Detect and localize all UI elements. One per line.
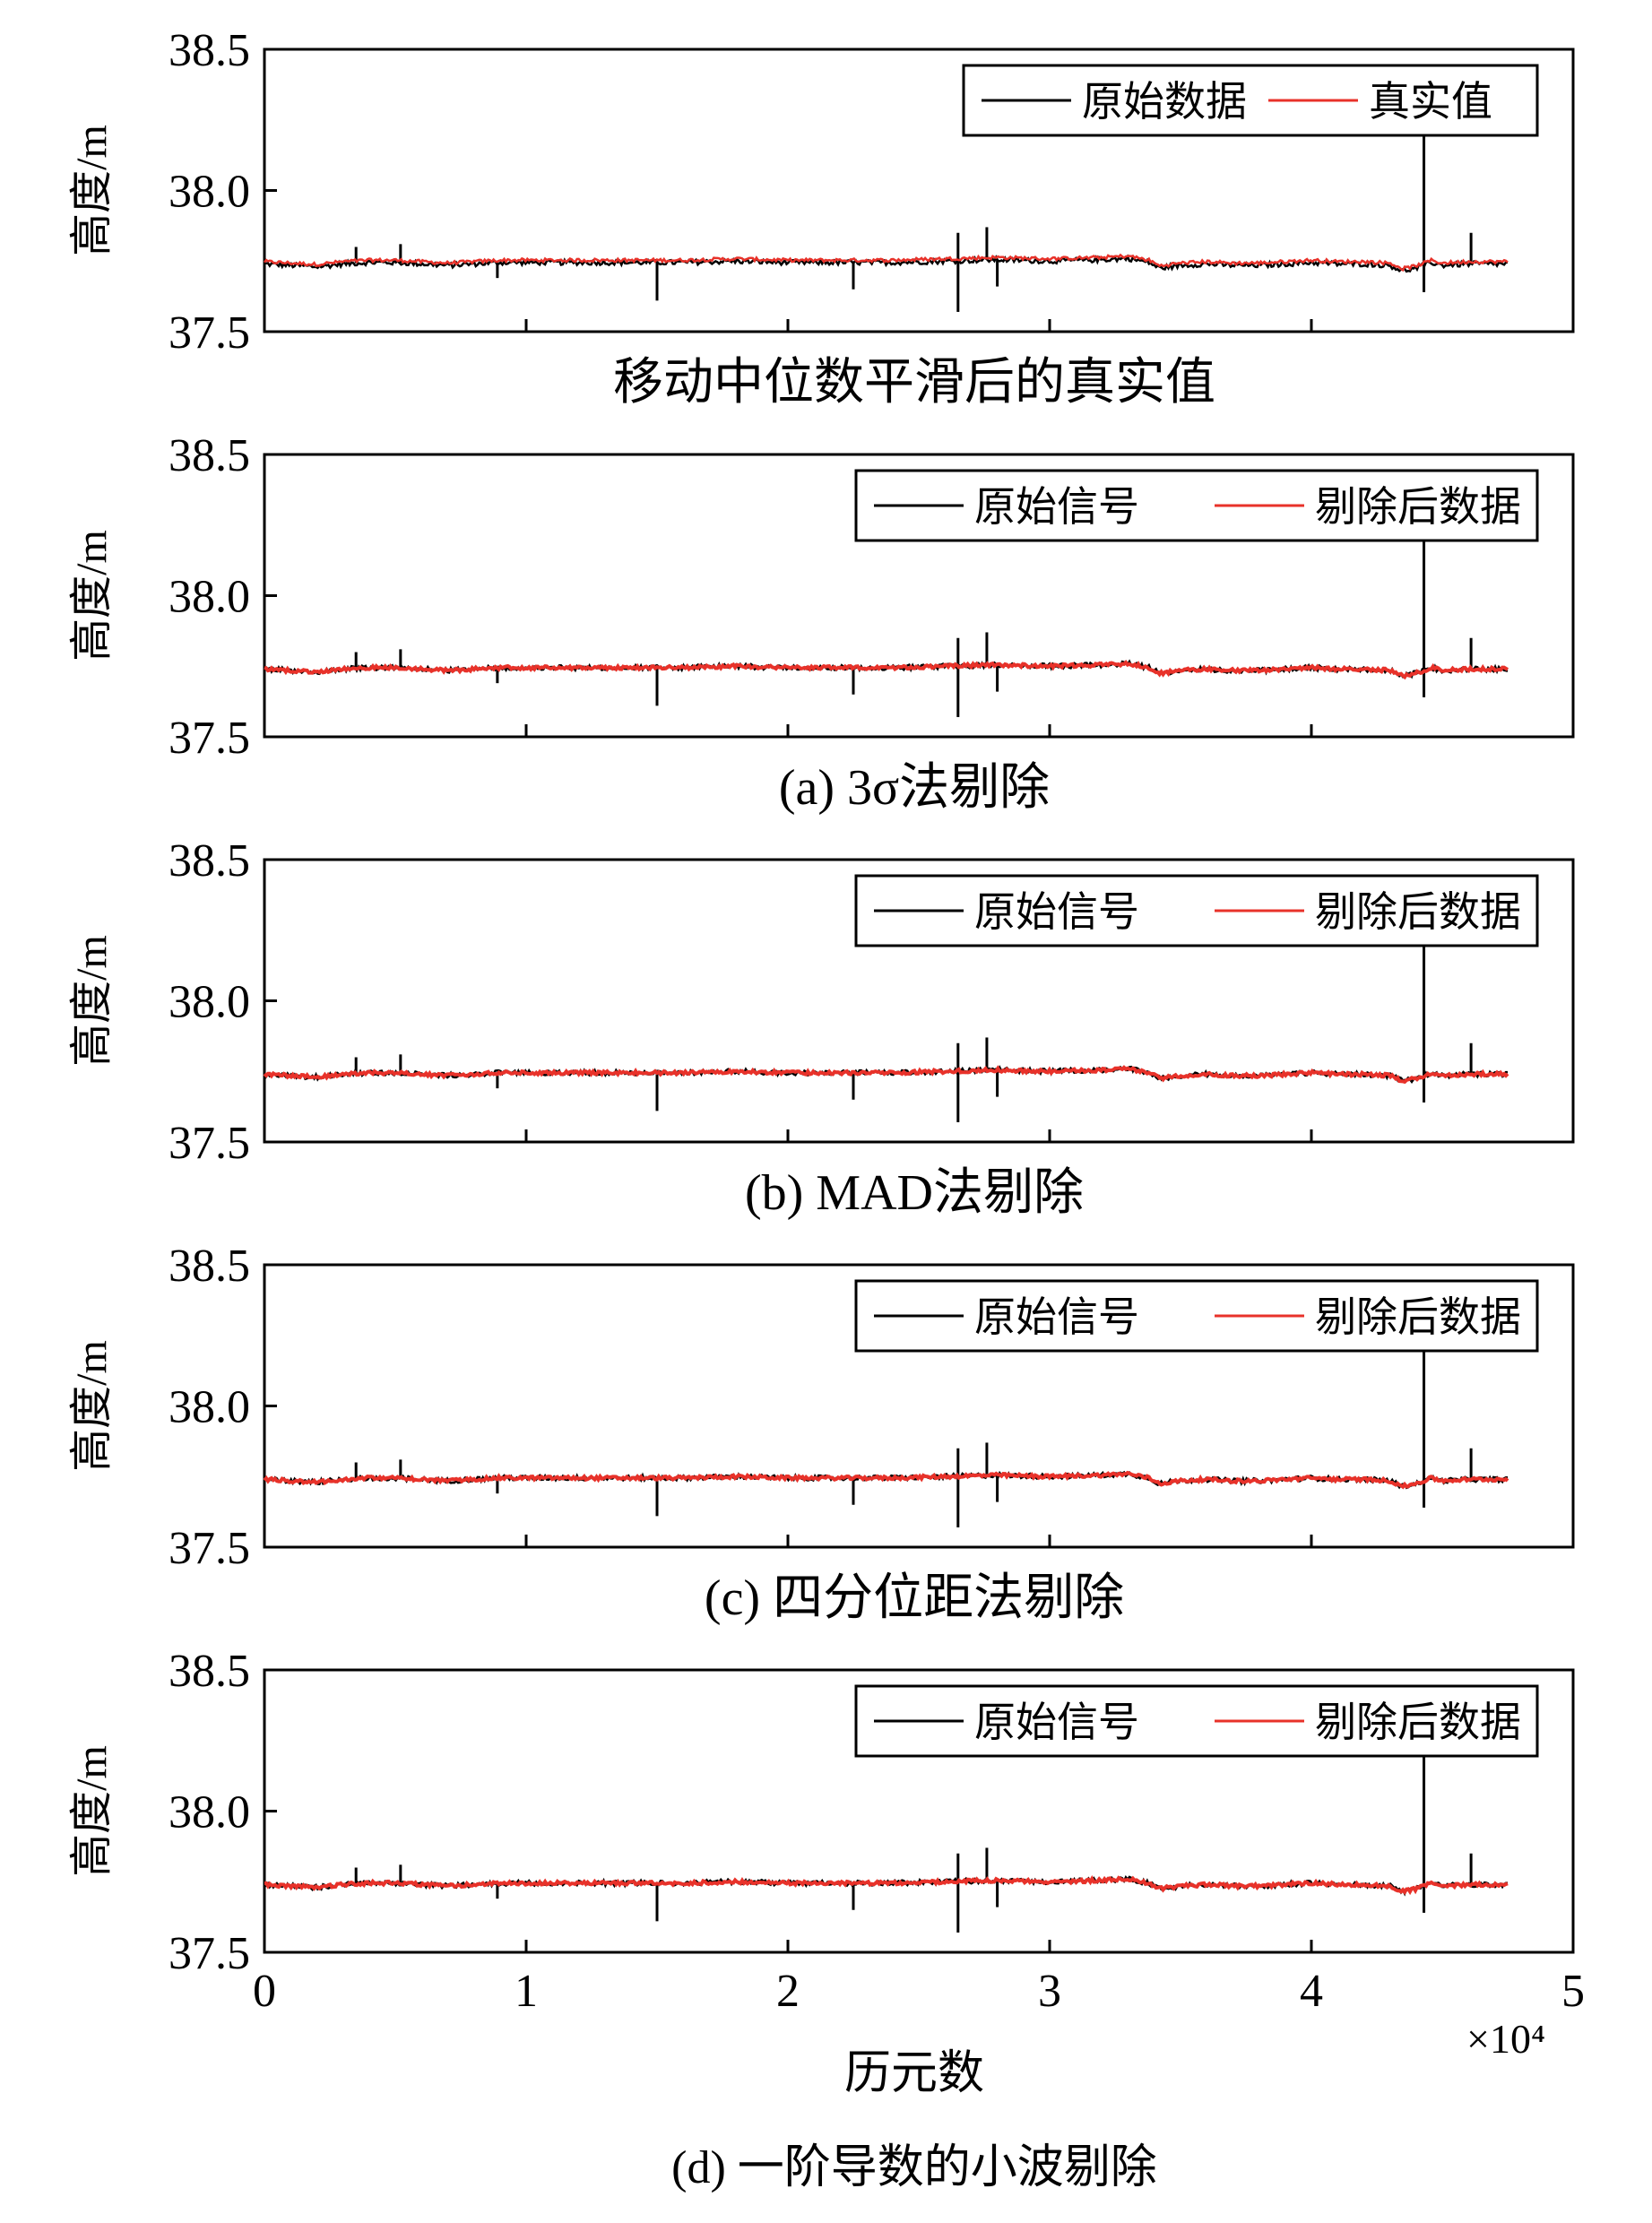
y-tick-label: 38.5: [169, 25, 250, 76]
y-axis-label: 高度/m: [68, 530, 116, 662]
series-processed-line: [264, 1875, 1509, 1896]
panel-caption: (a) 3σ法剔除: [779, 760, 1050, 816]
panel-caption: 移动中位数平滑后的真实值: [613, 355, 1215, 411]
y-axis-label: 高度/m: [68, 935, 116, 1067]
y-tick-label: 38.5: [169, 430, 250, 481]
legend-entry: 原始信号: [974, 1294, 1139, 1340]
x-axis-exponent: ×10⁴: [1466, 2016, 1545, 2062]
panel-3: 37.5 38.0 38.5 高度/m 原始信号 剔除后数据 (c) 四分位距法剔除: [68, 1241, 1575, 1626]
y-tick-label: 37.5: [169, 307, 250, 359]
y-tick-label: 38.5: [169, 1241, 250, 1292]
legend-entry: 真实值: [1369, 79, 1492, 125]
y-tick-label: 37.5: [169, 1928, 250, 1979]
y-tick-label: 38.5: [169, 835, 250, 887]
y-axis-label: 高度/m: [68, 1340, 116, 1472]
legend-entry: 原始数据: [1082, 79, 1247, 125]
x-axis-label: 历元数: [844, 2048, 984, 2099]
x-tick-label: 5: [1561, 1966, 1585, 2017]
legend-box: [854, 874, 1539, 947]
panel-caption: (c) 四分位距法剔除: [705, 1570, 1124, 1626]
series-processed-line: [264, 253, 1509, 272]
x-tick-label: 4: [1300, 1966, 1323, 2017]
y-tick-label: 38.0: [169, 1382, 250, 1433]
y-tick-label: 38.0: [169, 167, 250, 218]
figure-annotations: 历元数 ×10⁴ (d) 一阶导数的小波剔除: [671, 2016, 1545, 2193]
panel-4: 0 1 2 3 4 5 37.5 38.0 38.5 高度/m 原始信号 剔除后数据: [68, 1646, 1585, 2017]
panel-caption: (b) MAD法剔除: [745, 1165, 1084, 1221]
y-axis-label: 高度/m: [68, 125, 116, 256]
x-tick-label: 1: [515, 1966, 538, 2017]
legend-box: [854, 1279, 1539, 1353]
y-tick-label: 37.5: [169, 713, 250, 764]
legend-entry: 剔除后数据: [1315, 1294, 1521, 1340]
y-tick-label: 38.0: [169, 1787, 250, 1838]
y-axis-label: 高度/m: [68, 1745, 116, 1877]
legend-entry: 剔除后数据: [1315, 484, 1521, 530]
legend-box: [854, 1684, 1539, 1758]
y-tick-label: 38.5: [169, 1646, 250, 1697]
legend-entry: 原始信号: [974, 889, 1139, 935]
series-processed-line: [263, 1470, 1509, 1490]
y-tick-label: 37.5: [169, 1118, 250, 1169]
panel-1: 37.5 38.0 38.5 高度/m 原始信号 剔除后数据 (a) 3σ法剔除: [68, 430, 1575, 816]
legend-entry: 剔除后数据: [1315, 1700, 1521, 1745]
y-tick-label: 38.0: [169, 977, 250, 1028]
x-tick-label: 3: [1038, 1966, 1061, 2017]
bottom-caption: (d) 一阶导数的小波剔除: [671, 2142, 1157, 2193]
panel-2: 37.5 38.0 38.5 高度/m 原始信号 剔除后数据 (b) MAD法剔除: [68, 835, 1575, 1221]
y-tick-label: 38.0: [169, 572, 250, 623]
x-tick-label: 0: [253, 1966, 276, 2017]
legend-entry: 原始信号: [974, 1700, 1139, 1745]
legend-entry: 剔除后数据: [1315, 889, 1521, 935]
legend-box: [854, 469, 1539, 542]
y-tick-label: 37.5: [169, 1523, 250, 1574]
legend-entry: 原始信号: [974, 484, 1139, 530]
series-processed-line: [263, 1065, 1509, 1085]
series-processed-line: [264, 660, 1509, 680]
x-tick-label: 2: [776, 1966, 800, 2017]
